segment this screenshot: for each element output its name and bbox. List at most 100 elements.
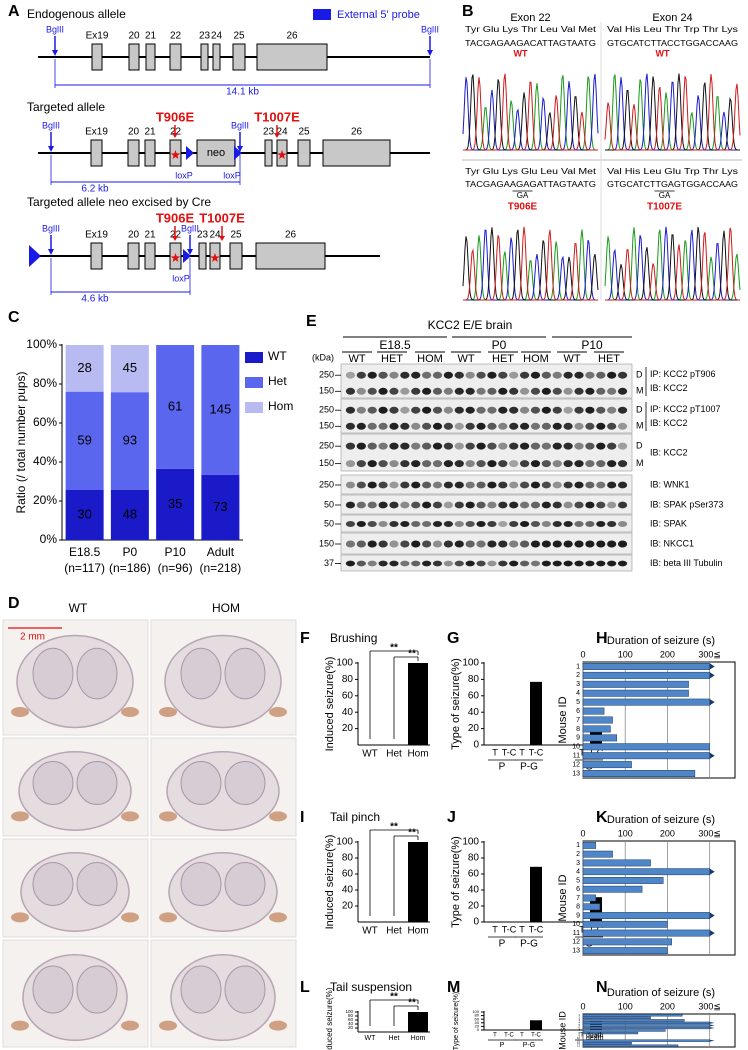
blot-band [411,521,421,527]
marker-label: 250 [319,405,334,415]
blot-band [432,481,443,489]
blot-band [389,481,399,489]
blot-band [356,501,366,509]
probe-label: IB: WNK1 [650,479,690,489]
blot-band [422,422,432,430]
blot-band [465,422,475,430]
blot-band [432,460,443,468]
bar-segment [65,391,104,490]
y-tick-label: 100 [345,1009,353,1014]
blot-band [476,521,486,527]
form-label: D [636,441,643,451]
blot-band [585,460,595,468]
blot-band [411,460,421,468]
blot-band [465,442,475,450]
blot-band [487,371,497,379]
blot-band [400,540,410,548]
blot-band [411,371,421,379]
exon [255,242,326,270]
blot-band [552,460,562,468]
mutation-star [277,150,287,159]
y-tick-label: 60 [468,869,480,880]
blot-band [476,371,486,379]
chart-title: Duration of seizure (s) [607,987,715,999]
mutation-label: T906E [156,109,195,124]
bar [582,885,643,893]
blot-band [476,560,486,567]
x-tick-label: T [579,924,585,934]
blot-band [432,540,443,548]
bar [530,1020,542,1030]
exon [297,139,311,167]
x-tick-label: T-C [589,924,604,934]
y-tick-label: 10 [572,921,580,928]
blot-band [607,460,617,468]
blot-band [519,560,530,567]
legend-swatch [245,352,263,363]
blot-band [541,387,551,395]
marker-label: 50 [324,499,334,509]
legend-label: External 5' probe [337,9,420,21]
blot-band [519,481,530,489]
x-tick-label: T [493,1033,497,1039]
site-arrowhead [52,50,58,56]
x-tick-note: (n=117) [64,561,105,575]
mutation-arrowhead [219,236,225,241]
significance-label: ** [390,992,398,1003]
x-tick-label: 0 [580,649,585,659]
blot-band [411,501,421,509]
bar [582,671,710,679]
blot-band [487,560,497,567]
bar [582,929,710,937]
bar [582,752,710,760]
bar [582,859,651,867]
blot-band [607,521,617,527]
brain-region [32,647,74,700]
panel-label: M [447,979,460,996]
blot-band [356,540,366,548]
x-tick-label: Hom [411,1035,426,1042]
scale-bar-label: 2 mm [20,632,45,643]
blot-band [552,406,562,414]
blot-band [563,560,573,567]
blot-band [552,422,562,430]
exon-label: 20 [128,230,140,241]
blot-band [617,422,628,430]
exon-label: Ex19 [86,31,109,42]
bar [582,1029,666,1032]
blot-band [541,371,551,379]
blot-band [498,371,508,379]
blot-band [443,371,454,379]
y-tick-label: 12 [572,761,580,768]
blot-band [378,442,388,450]
blot-band [530,481,541,489]
blot-band [378,387,388,395]
y-tick-label: 7 [578,1028,580,1032]
exon-title: Exon 22 [510,12,550,24]
bar [582,841,596,849]
blot-band [345,521,356,527]
lane-label: HET [492,353,514,365]
blot-band [400,442,410,450]
exon-label: 24 [276,127,288,138]
blot-band [454,481,464,489]
y-tick-label: 4 [576,869,580,876]
x-tick-label: T-C [504,1033,514,1039]
site-label: BglII [42,223,60,233]
tissue-stain [11,707,29,717]
x-tick-label: P0 [123,545,138,559]
blot-band [617,460,628,468]
allele-title: Targeted allele [27,100,105,114]
form-label: D [636,405,643,415]
blot-band [422,560,432,567]
annotation: death [586,1032,604,1039]
panel-label: I [300,809,304,826]
blot-band [411,422,421,430]
blot-band [345,540,356,548]
legend-swatch [245,402,263,413]
blot-band [422,540,432,548]
brain-region [76,861,118,907]
exon-label: 26 [285,230,297,241]
exon [90,242,103,270]
x-tick-note: (n=96) [158,561,193,575]
